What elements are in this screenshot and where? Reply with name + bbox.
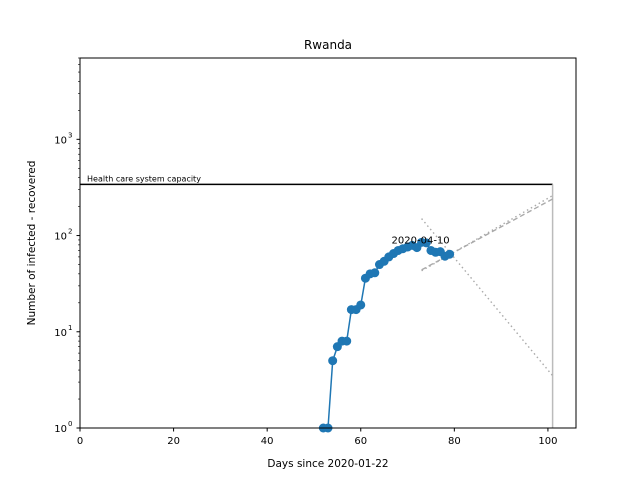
y-tick-exponent: 2: [68, 228, 72, 236]
date-annotation: 2020-04-10: [392, 235, 450, 246]
x-tick-label: 60: [354, 436, 367, 447]
y-tick-label: 10: [54, 232, 67, 243]
x-axis-label: Days since 2020-01-22: [267, 458, 388, 470]
data-point: [421, 238, 431, 248]
x-tick-label: 80: [448, 436, 461, 447]
y-tick-exponent: 0: [68, 420, 72, 428]
plot-area: Health care system capacity 2020-04-10: [80, 174, 554, 433]
y-tick-label: 10: [54, 328, 67, 339]
trend-line-2: [421, 195, 553, 272]
x-tick-label: 40: [261, 436, 274, 447]
y-tick-label: 10: [54, 135, 67, 146]
data-point: [445, 249, 455, 259]
data-point: [328, 356, 338, 366]
plot-frame: [79, 57, 577, 429]
y-tick-exponent: 3: [68, 131, 72, 139]
x-tick-label: 0: [77, 436, 83, 447]
y-axis-label: Number of infected - recovered: [26, 161, 38, 326]
y-tick-exponent: 1: [68, 324, 72, 332]
series-line: [323, 241, 450, 429]
x-axis-ticks: 0 20 40 60 80 100: [77, 428, 557, 447]
y-tick-label: 10: [54, 424, 67, 435]
data-point: [356, 300, 366, 310]
chart-title: Rwanda: [304, 38, 352, 52]
x-tick-label: 100: [538, 436, 557, 447]
x-tick-label: 20: [167, 436, 180, 447]
data-point: [370, 268, 380, 278]
data-point: [342, 336, 352, 346]
capacity-label: Health care system capacity: [87, 174, 201, 183]
